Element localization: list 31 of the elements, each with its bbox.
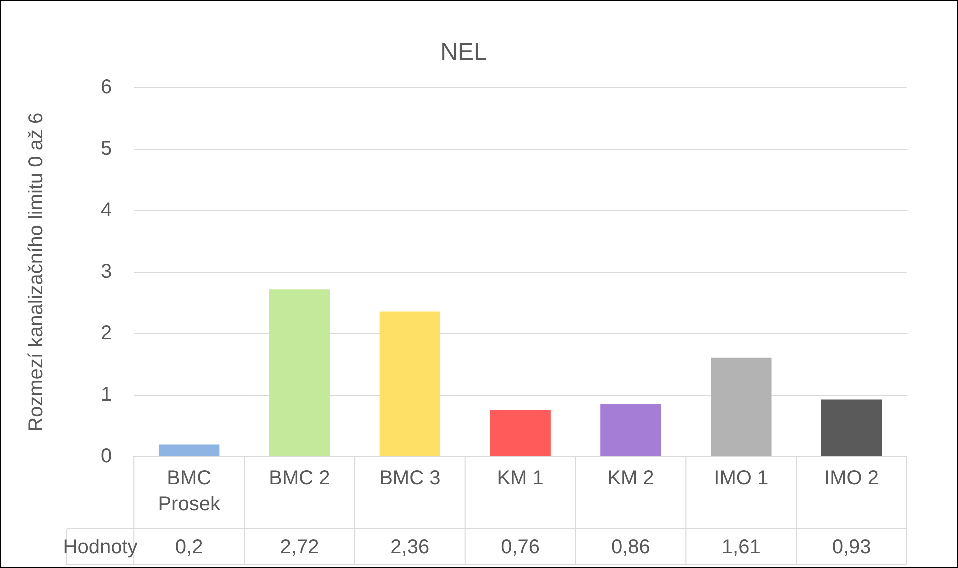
data-label: 0,93 — [832, 536, 872, 559]
x-tick-label: BMC 3 — [380, 468, 441, 490]
data-label: 0,86 — [612, 536, 650, 559]
x-tick-label: IMO 1 — [714, 468, 769, 490]
data-label: 0,76 — [501, 536, 540, 559]
y-tick-label: 1 — [101, 384, 112, 406]
y-tick-label: 3 — [101, 260, 112, 283]
x-tick-label: KM 2 — [608, 468, 654, 490]
data-label: 0,2 — [175, 536, 204, 559]
y-tick-label: 5 — [101, 138, 112, 160]
chart-title: NEL — [440, 39, 488, 66]
bar — [269, 290, 330, 456]
y-axis-title: Rozmezí kanalizačního limitu 0 až 6 — [26, 112, 48, 432]
data-label: 1,61 — [722, 536, 761, 559]
y-tick-label: 2 — [101, 322, 112, 344]
text: Hodnoty — [63, 536, 138, 559]
bar — [380, 312, 441, 456]
x-tick-label: BMC Prosek — [158, 468, 222, 516]
bar — [711, 358, 772, 456]
y-tick-label: 4 — [101, 199, 112, 222]
bar — [821, 400, 882, 456]
x-tick-label: KM 1 — [497, 468, 544, 490]
x-tick-label: BMC 2 — [269, 468, 330, 490]
bar — [490, 410, 551, 456]
y-tick-label: 0 — [101, 446, 112, 468]
x-tick-label: IMO 2 — [824, 468, 880, 490]
bar — [158, 444, 220, 456]
data-label: 2,36 — [390, 536, 430, 559]
data-label: 2,72 — [280, 536, 320, 559]
bar — [600, 404, 662, 456]
y-tick-label: 6 — [101, 76, 112, 98]
